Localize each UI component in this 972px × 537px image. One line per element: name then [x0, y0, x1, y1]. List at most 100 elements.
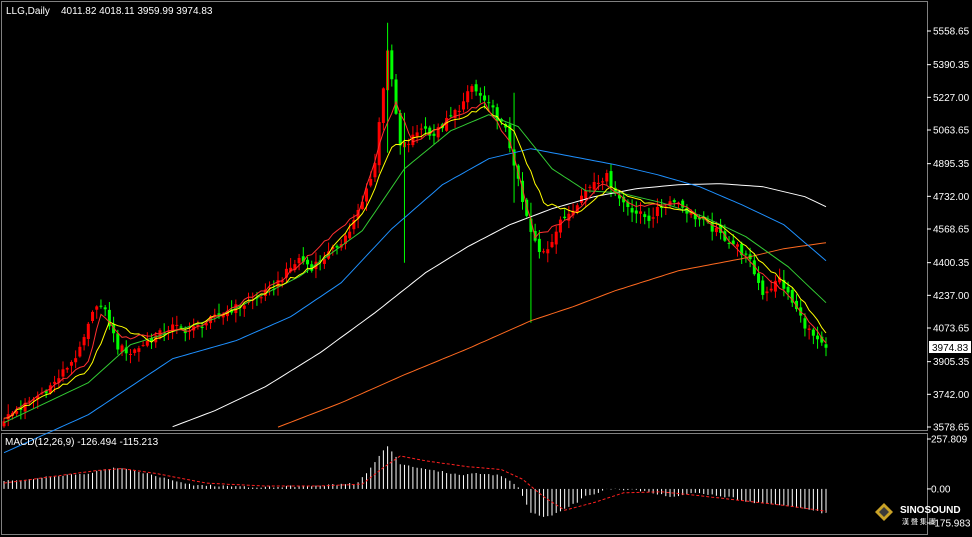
- candle-body: [816, 335, 820, 340]
- candle-body: [360, 201, 364, 210]
- candle-body: [558, 219, 562, 233]
- price-axis: 5558.65 5390.35 5227.00 5063.65 4895.35 4732.…: [927, 27, 970, 434]
- price-tick-label: 3742.00: [933, 390, 970, 401]
- candle-body: [432, 133, 436, 136]
- candle-body: [411, 134, 415, 146]
- candle-body: [44, 390, 48, 394]
- candle-body: [630, 208, 634, 213]
- candle-body: [740, 243, 744, 256]
- candle-body: [95, 306, 99, 310]
- candle-body: [424, 126, 428, 129]
- candle-body: [655, 206, 659, 217]
- candle-body: [651, 217, 655, 219]
- macd-tick-label: -175.983: [931, 519, 971, 530]
- current-price-marker: 3974.83: [929, 341, 971, 354]
- candle-body: [331, 246, 335, 250]
- candle-body: [681, 200, 685, 208]
- candle-body: [86, 323, 90, 339]
- candle-body: [470, 86, 474, 92]
- candle-body: [124, 347, 128, 354]
- candle-body: [242, 305, 246, 309]
- candle-body: [786, 286, 790, 293]
- candle-body: [634, 210, 638, 214]
- candle-body: [343, 235, 347, 245]
- candle-body: [53, 381, 57, 384]
- candle-body: [757, 273, 761, 283]
- price-plot-area[interactable]: [2, 22, 828, 454]
- candle-body: [27, 400, 31, 402]
- price-tick-label: 5558.65: [933, 27, 970, 38]
- candle-body: [765, 291, 769, 294]
- price-header-symbol: LLG,Daily: [6, 6, 50, 17]
- candle-body: [668, 201, 672, 205]
- candle-body: [782, 279, 786, 289]
- candle-body: [137, 348, 141, 352]
- candle-body: [145, 340, 149, 346]
- candle-body: [735, 244, 739, 247]
- candle-body: [588, 186, 592, 188]
- candle-body: [78, 346, 82, 357]
- candle-body: [575, 205, 579, 213]
- candle-body: [2, 421, 6, 427]
- candle-body: [596, 182, 600, 185]
- price-tick-label: 4400.35: [933, 258, 970, 269]
- candle-body: [398, 113, 402, 146]
- candle-body: [554, 231, 558, 245]
- candle-body: [491, 105, 495, 108]
- candle-body: [394, 79, 398, 114]
- candle-body: [171, 324, 175, 331]
- candle-body: [643, 214, 647, 218]
- candle-body: [727, 243, 731, 245]
- ma20-line: [3, 114, 827, 424]
- price-tick-label: 5063.65: [933, 126, 970, 137]
- candle-body: [769, 288, 773, 291]
- candle-body: [179, 326, 183, 328]
- candle-body: [213, 314, 217, 316]
- candle-body: [761, 280, 765, 295]
- macd-axis: 257.809 0.00 -175.983: [927, 435, 971, 530]
- candle-body: [811, 329, 815, 336]
- candle-body: [263, 289, 267, 296]
- candle-body: [166, 331, 170, 333]
- price-tick-label: 5390.35: [933, 60, 970, 71]
- candle-body: [91, 311, 95, 321]
- macd-plot-area[interactable]: [3, 446, 827, 517]
- sinosound-logo: SINOSOUND 漢 聲 集 團: [875, 503, 961, 526]
- candle-body: [698, 217, 702, 220]
- candle-body: [200, 326, 204, 329]
- macd-signal-line: [3, 455, 827, 512]
- ma250-line: [277, 242, 827, 428]
- candle-body: [204, 323, 208, 326]
- candle-body: [175, 324, 179, 327]
- candle-body: [563, 216, 567, 219]
- candle-body: [306, 259, 310, 265]
- macd-tick-label: 0.00: [931, 484, 951, 495]
- logo-text-cn: 漢 聲 集 團: [902, 517, 936, 526]
- candle-body: [15, 411, 19, 414]
- candle-body: [672, 200, 676, 203]
- price-tick-label: 4568.65: [933, 225, 970, 236]
- candle-body: [592, 182, 596, 190]
- price-tick-label: 4073.65: [933, 324, 970, 335]
- candle-body: [369, 179, 373, 186]
- macd-header: MACD(12,26,9) -126.494 -115.213: [5, 437, 159, 448]
- candle-body: [731, 240, 735, 245]
- candle-body: [217, 313, 221, 316]
- price-pane-border: [1, 1, 928, 431]
- candle-body: [550, 242, 554, 248]
- candle-body: [373, 163, 377, 178]
- candle-body: [116, 333, 120, 350]
- candle-body: [348, 231, 352, 239]
- ma60-line: [3, 148, 827, 454]
- candle-body: [293, 264, 297, 270]
- candle-body: [36, 395, 40, 400]
- logo-text-en: SINOSOUND: [900, 505, 961, 516]
- candle-body: [617, 194, 621, 199]
- candle-body: [693, 213, 697, 220]
- candle-body: [419, 128, 423, 130]
- price-tick-label: 3578.65: [933, 423, 970, 434]
- candle-body: [449, 115, 453, 117]
- candle-body: [626, 201, 630, 208]
- candle-body: [280, 280, 284, 283]
- candle-body: [790, 289, 794, 303]
